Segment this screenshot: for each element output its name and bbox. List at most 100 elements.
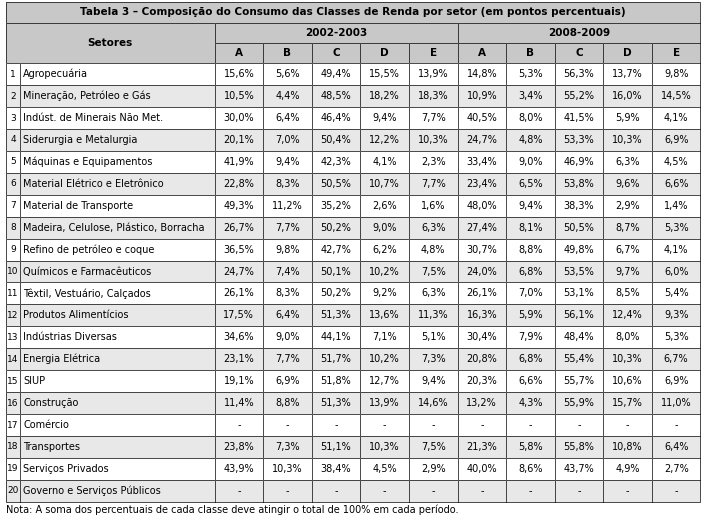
Bar [603,151,652,173]
Bar [312,107,360,129]
Text: Indúst. de Minerais Não Met.: Indúst. de Minerais Não Met. [23,113,163,123]
Bar [506,43,555,63]
Bar [360,261,409,282]
Text: 16: 16 [7,399,19,408]
Bar [20,129,215,151]
Bar [603,217,652,238]
Text: 9,4%: 9,4% [275,157,300,167]
Text: A: A [235,48,243,58]
Text: 3: 3 [10,114,15,123]
Text: -: - [237,486,241,496]
Bar [312,370,360,392]
Bar [458,261,506,282]
Text: 2,3%: 2,3% [421,157,446,167]
Bar [555,436,603,458]
Text: 23,1%: 23,1% [223,354,254,364]
Text: 36,5%: 36,5% [223,245,254,254]
Text: 9,2%: 9,2% [372,288,397,298]
Bar [20,327,215,348]
Text: -: - [480,420,484,430]
Bar [506,195,555,217]
Bar [20,173,215,195]
Bar [652,43,700,63]
Bar [506,458,555,480]
Bar [506,129,555,151]
Bar [555,63,603,85]
Bar [652,348,700,370]
Bar [20,327,215,348]
Bar [603,414,652,436]
Bar [409,217,458,238]
Text: D: D [623,48,632,58]
Text: 38,3%: 38,3% [564,201,594,211]
Bar [603,282,652,304]
Bar [652,436,700,458]
Text: -: - [334,420,338,430]
Bar [652,85,700,107]
Text: 7,7%: 7,7% [275,354,300,364]
Text: 24,7%: 24,7% [223,267,254,277]
Bar [215,238,263,261]
Text: 14,5%: 14,5% [661,91,691,101]
Bar [360,458,409,480]
Bar [215,327,263,348]
Bar [555,327,603,348]
Text: 51,3%: 51,3% [321,398,351,408]
Bar [360,151,409,173]
Bar [215,107,263,129]
Bar [312,480,360,502]
Bar [312,261,360,282]
Text: 7,5%: 7,5% [421,267,446,277]
Bar [555,480,603,502]
Text: 4,5%: 4,5% [664,157,689,167]
Bar [215,480,263,502]
Text: 49,4%: 49,4% [321,69,351,79]
Bar [458,480,506,502]
Bar [360,238,409,261]
Bar [20,261,215,282]
Bar [652,282,700,304]
Bar [603,436,652,458]
Text: 4,9%: 4,9% [615,464,640,474]
Bar [263,480,312,502]
Bar [312,348,360,370]
Bar [6,151,20,173]
Text: -: - [626,486,629,496]
Bar [215,261,263,282]
Text: C: C [332,48,340,58]
Bar [652,414,700,436]
Bar [458,63,506,85]
Text: 13,9%: 13,9% [370,398,400,408]
Bar [215,173,263,195]
Text: 6,8%: 6,8% [518,354,543,364]
Bar [409,348,458,370]
Bar [458,304,506,327]
Bar [652,238,700,261]
Bar [506,480,555,502]
Bar [555,238,603,261]
Bar [6,436,20,458]
Text: 6,4%: 6,4% [275,311,300,320]
Bar [360,217,409,238]
Bar [458,414,506,436]
Bar [360,480,409,502]
Text: 42,7%: 42,7% [320,245,351,254]
Bar [458,151,506,173]
Bar [360,238,409,261]
Text: 13: 13 [7,333,19,342]
Bar [360,129,409,151]
Bar [652,85,700,107]
Text: 20,8%: 20,8% [467,354,497,364]
Bar [603,327,652,348]
Bar [458,282,506,304]
Bar [360,282,409,304]
Bar [215,129,263,151]
Bar [652,282,700,304]
Bar [506,480,555,502]
Bar [20,480,215,502]
Bar [263,129,312,151]
Bar [458,217,506,238]
Bar [506,238,555,261]
Bar [555,282,603,304]
Text: 55,2%: 55,2% [563,91,594,101]
